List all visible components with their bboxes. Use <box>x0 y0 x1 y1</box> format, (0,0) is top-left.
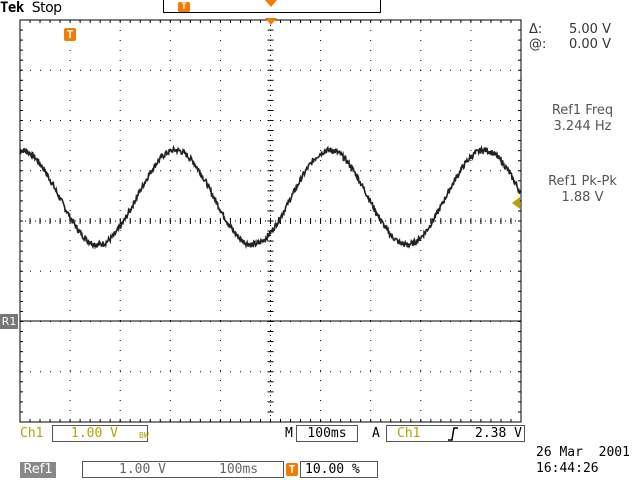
trigger-level-arrow-icon <box>512 197 520 209</box>
measurement-freq-label: Ref1 Freq <box>551 103 614 118</box>
cursor-delta-readout: Δ: 5.00 V <box>529 22 611 37</box>
timebase-label: M <box>285 426 293 441</box>
trigger-position-value: 10.00 % <box>300 461 378 478</box>
rising-edge-icon <box>448 427 458 441</box>
cursor-position-readout: @: 0.00 V <box>529 37 611 52</box>
trigger-marker: T <box>64 28 76 41</box>
trigger-settings: Ch1 2.38 V <box>386 425 525 442</box>
trigger-position-arrow-icon <box>265 18 277 25</box>
ch1-label: Ch1 <box>20 426 44 441</box>
trigger-label: A <box>372 426 380 441</box>
trigger-position-arrow-icon <box>265 0 277 7</box>
trigger-source: Ch1 <box>397 426 421 441</box>
acquisition-status: Stop <box>31 0 62 16</box>
ref1-volts-div: 1.00 V <box>119 462 166 477</box>
brand-logo: Tek <box>0 0 24 16</box>
ref1-waveform <box>19 144 522 250</box>
status-header: Tek Stop <box>0 0 62 16</box>
ref1-timebase: 100ms <box>219 462 259 477</box>
ch1-volts-div-value: 1.00 V <box>71 426 118 441</box>
cursor-position-value: 0.00 V <box>569 37 611 52</box>
trigger-level: 2.38 V <box>475 426 522 441</box>
cursor-delta-value: 5.00 V <box>569 22 611 37</box>
cursor-delta-label: Δ: <box>529 22 543 37</box>
record-trigger-marker: T <box>178 2 190 12</box>
date: 26 Mar 2001 <box>536 445 630 460</box>
measurement-freq-value: 3.244 Hz <box>553 119 612 134</box>
ref1-ground-marker: R1 <box>0 314 18 329</box>
measurement-pkpk-label: Ref1 Pk-Pk <box>548 174 617 189</box>
time: 16:44:26 <box>536 461 599 476</box>
record-view-bar: T <box>163 0 381 13</box>
trigger-position-marker: T <box>286 463 298 476</box>
graticule <box>19 19 522 423</box>
ref1-settings: 1.00 V 100ms <box>82 461 284 478</box>
measurement-pkpk-value: 1.88 V <box>561 190 604 205</box>
timebase-value: 100ms <box>296 425 358 442</box>
ref1-tag: Ref1 <box>20 462 56 478</box>
bandwidth-limit-indicator: BW <box>139 431 149 440</box>
cursor-position-label: @: <box>529 37 547 52</box>
ch1-volts-div: 1.00 V BW <box>52 425 149 442</box>
